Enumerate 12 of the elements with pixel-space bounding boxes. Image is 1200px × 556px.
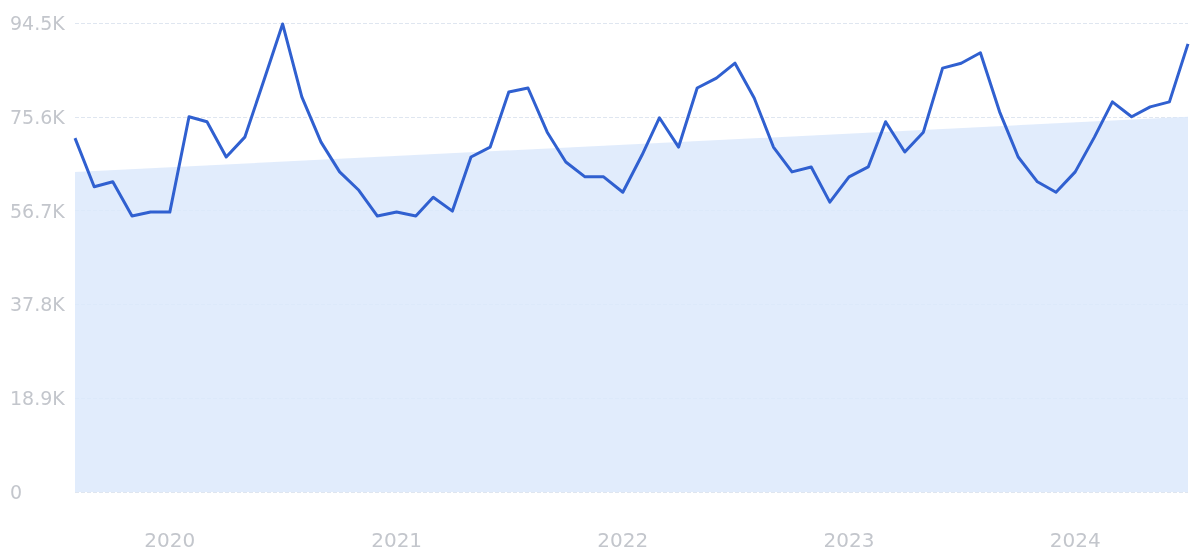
- y-tick-label: 94.5K: [10, 12, 66, 34]
- x-tick-label: 2022: [597, 528, 649, 552]
- x-tick-label: 2024: [1049, 528, 1101, 552]
- y-tick-label: 18.9K: [10, 387, 66, 410]
- y-tick-label: 37.8K: [10, 293, 66, 316]
- x-tick-label: 2021: [371, 528, 423, 552]
- x-tick-label: 2020: [144, 528, 196, 552]
- y-tick-label: 56.7K: [10, 199, 66, 222]
- y-tick-label: 75.6K: [10, 105, 66, 128]
- x-tick-label: 2023: [823, 528, 875, 552]
- y-tick-label: 0: [10, 481, 23, 503]
- line-series: [73, 22, 1190, 218]
